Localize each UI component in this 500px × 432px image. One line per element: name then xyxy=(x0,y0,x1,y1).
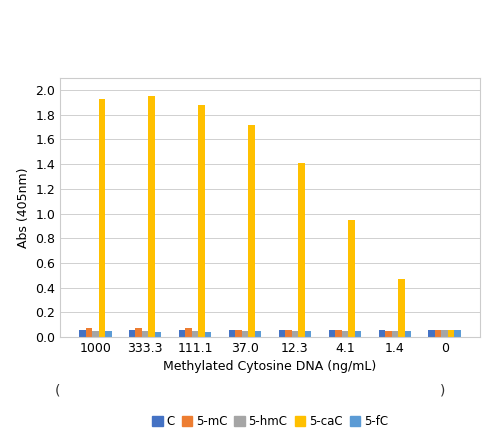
Bar xyxy=(205,332,212,337)
Bar xyxy=(186,328,192,337)
Bar xyxy=(435,330,442,337)
Bar xyxy=(398,279,404,337)
Bar xyxy=(292,331,298,337)
X-axis label: Methylated Cytosine DNA (ng/mL): Methylated Cytosine DNA (ng/mL) xyxy=(164,360,376,373)
Bar xyxy=(248,125,255,337)
Bar xyxy=(428,330,435,337)
Bar xyxy=(335,330,342,337)
Bar xyxy=(242,331,248,337)
Legend: C, 5-mC, 5-hmC, 5-caC, 5-fC: C, 5-mC, 5-hmC, 5-caC, 5-fC xyxy=(152,416,388,429)
Bar xyxy=(129,330,136,337)
Bar xyxy=(136,328,142,337)
Bar xyxy=(86,328,92,337)
Bar xyxy=(385,331,392,337)
Bar xyxy=(98,99,105,337)
Bar xyxy=(448,330,454,337)
Y-axis label: Abs (405nm): Abs (405nm) xyxy=(16,167,30,248)
Bar xyxy=(79,330,86,337)
Bar xyxy=(192,331,198,337)
Text: (: ( xyxy=(55,384,60,398)
Bar xyxy=(392,331,398,337)
Bar xyxy=(255,331,262,337)
Bar xyxy=(236,330,242,337)
Bar xyxy=(354,331,361,337)
Bar xyxy=(148,96,155,337)
Bar xyxy=(229,330,235,337)
Bar xyxy=(342,331,348,337)
Bar xyxy=(378,330,385,337)
Text: ): ) xyxy=(440,384,445,398)
Bar xyxy=(304,331,311,337)
Bar xyxy=(105,331,112,337)
Bar xyxy=(404,331,411,337)
Bar xyxy=(155,332,162,337)
Bar xyxy=(198,105,205,337)
Bar xyxy=(285,330,292,337)
Bar xyxy=(92,331,98,337)
Bar xyxy=(348,220,354,337)
Bar xyxy=(142,331,148,337)
Bar xyxy=(442,330,448,337)
Bar xyxy=(298,163,304,337)
Bar xyxy=(328,330,335,337)
Bar xyxy=(278,330,285,337)
Bar xyxy=(179,330,186,337)
Bar xyxy=(454,330,461,337)
